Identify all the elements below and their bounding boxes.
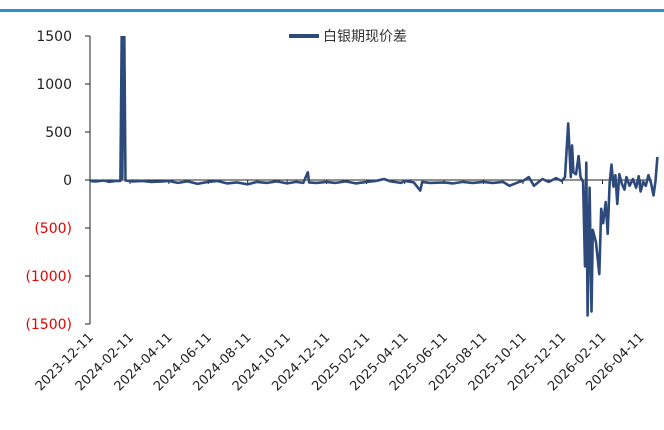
x-axis: 2023-12-112024-02-112024-04-112024-06-11… <box>33 179 652 394</box>
top-rule <box>0 9 664 12</box>
y-tick-label: 1500 <box>36 29 72 45</box>
y-tick-label: 0 <box>63 173 72 189</box>
y-tick-label: (1000) <box>25 269 72 285</box>
series-layer <box>90 36 659 317</box>
y-tick-label: 1000 <box>36 77 72 93</box>
legend-label: 白银期现价差 <box>323 29 407 45</box>
y-axis: 1500 1000 500 0 (500) (1000) (1500) <box>25 29 91 333</box>
y-tick-label: (500) <box>34 221 72 237</box>
series-line <box>90 36 659 317</box>
y-tick-label: (1500) <box>25 317 72 333</box>
y-tick-label: 500 <box>45 125 72 141</box>
legend: 白银期现价差 <box>289 29 407 45</box>
